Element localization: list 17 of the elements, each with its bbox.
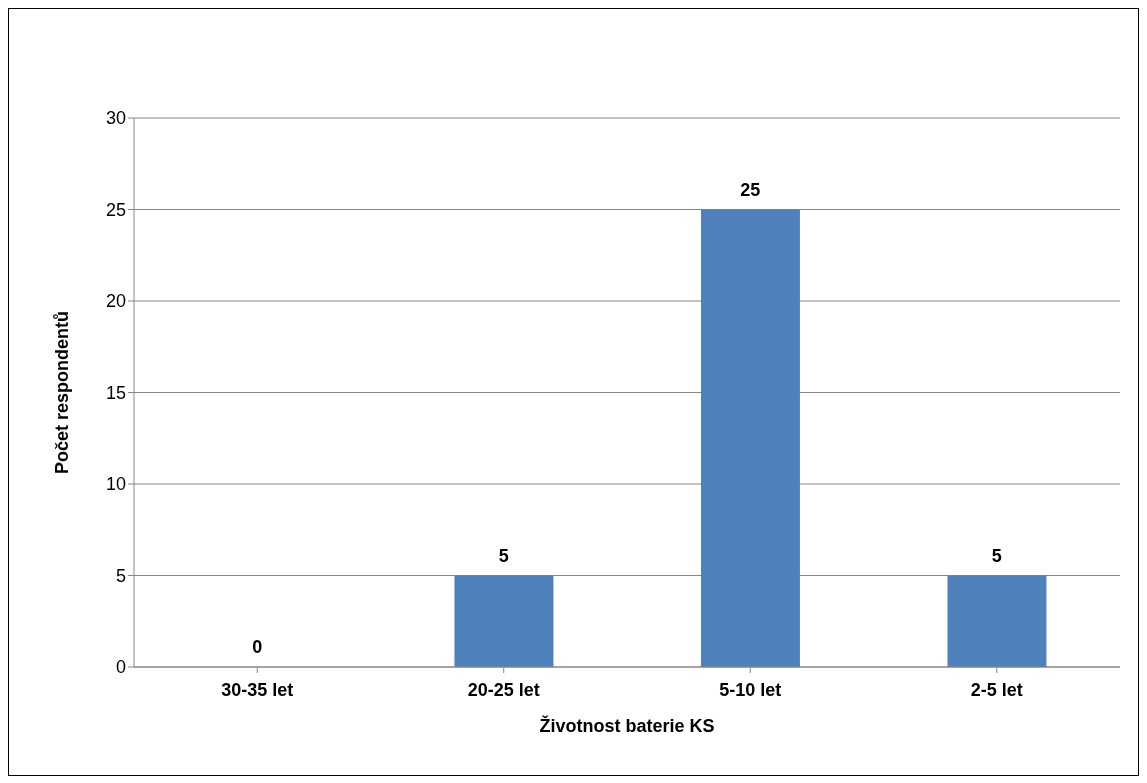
y-tick-label: 25 — [105, 199, 126, 220]
x-tick-label: 2-5 let — [970, 679, 1023, 700]
y-tick-label: 0 — [115, 657, 126, 678]
y-tick-label: 5 — [115, 565, 126, 586]
y-tick-label: 10 — [105, 474, 126, 495]
y-tick-label: 20 — [105, 291, 126, 312]
data-label: 0 — [252, 637, 263, 657]
y-axis-title: Počet respondentů — [52, 310, 73, 475]
y-tick-label: 30 — [105, 108, 126, 129]
data-label: 25 — [740, 179, 761, 200]
data-label: 5 — [991, 545, 1002, 566]
x-axis-title: Životnost baterie KS — [539, 714, 715, 736]
y-tick-label: 15 — [105, 382, 126, 403]
x-tick-label: 5-10 let — [719, 679, 782, 700]
x-tick-label: 30-35 let — [221, 679, 294, 700]
x-tick-label: 20-25 let — [467, 679, 540, 700]
data-label: 5 — [498, 545, 509, 566]
